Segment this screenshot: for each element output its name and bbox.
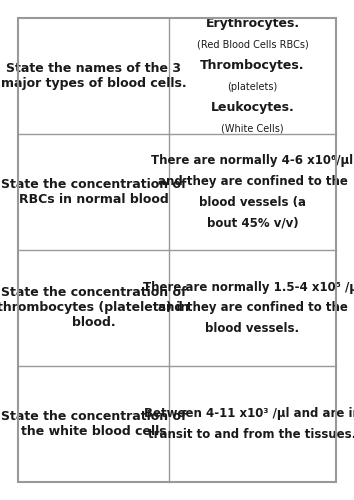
Text: Between 4-11 x10³ /μl and are in: Between 4-11 x10³ /μl and are in	[144, 407, 354, 420]
Text: There are normally 4-6 x10⁶/μl: There are normally 4-6 x10⁶/μl	[152, 154, 354, 167]
Text: State the concentration of
RBCs in normal blood: State the concentration of RBCs in norma…	[1, 178, 186, 206]
Bar	[18, 18, 336, 482]
Text: Leukocytes.: Leukocytes.	[211, 101, 295, 114]
Text: State the names of the 3
major types of blood cells.: State the names of the 3 major types of …	[1, 62, 186, 90]
Text: blood vessels.: blood vessels.	[205, 322, 299, 336]
Text: Erythrocytes.: Erythrocytes.	[205, 17, 299, 30]
Text: There are normally 1.5-4 x10⁵ /μl: There are normally 1.5-4 x10⁵ /μl	[143, 280, 354, 293]
Text: and they are confined to the: and they are confined to the	[158, 302, 348, 314]
Bar	[18, 18, 336, 482]
Text: blood vessels (a: blood vessels (a	[199, 196, 306, 209]
Text: State the concentration of
thrombocytes (platelets) in
blood.: State the concentration of thrombocytes …	[0, 286, 190, 330]
Text: (platelets): (platelets)	[227, 82, 278, 92]
Text: (White Cells): (White Cells)	[221, 124, 284, 134]
Text: Thrombocytes.: Thrombocytes.	[200, 59, 305, 72]
Text: bout 45% v/v): bout 45% v/v)	[207, 217, 298, 230]
Text: transit to and from the tissues.: transit to and from the tissues.	[148, 428, 354, 441]
Text: and they are confined to the: and they are confined to the	[158, 175, 348, 188]
Text: State the concentration of
the white blood cells: State the concentration of the white blo…	[1, 410, 186, 438]
Text: (Red Blood Cells RBCs): (Red Blood Cells RBCs)	[197, 40, 308, 50]
